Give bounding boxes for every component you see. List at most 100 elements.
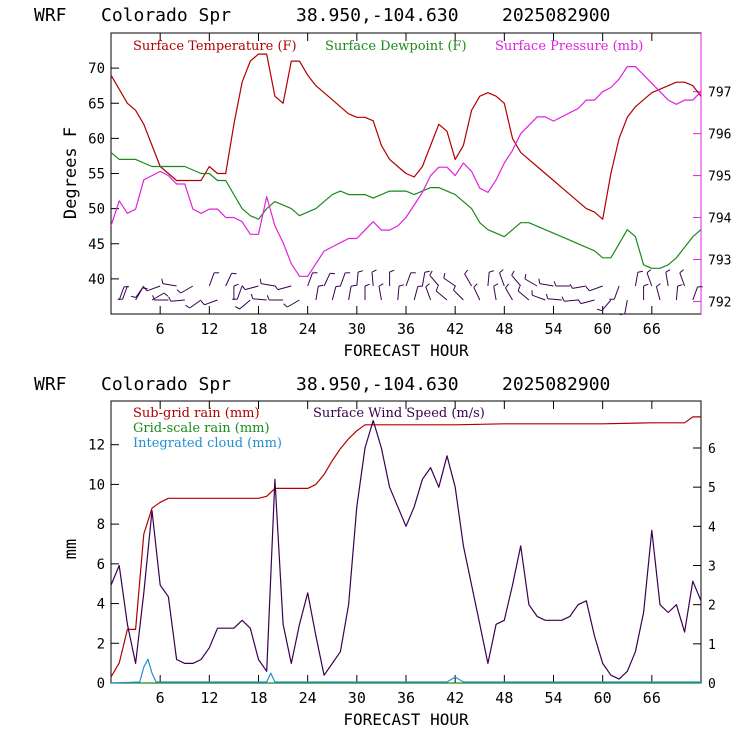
wind-barb (239, 299, 251, 310)
wind-barb (244, 285, 259, 291)
wind-barb-flag (505, 283, 510, 289)
y-tick-label: 2 (97, 636, 105, 652)
wind-barb-flag (335, 285, 341, 287)
y2-axis-ticks: 792 793 794 795 796 797 (693, 86, 732, 310)
x-tick-label: 42 (446, 689, 464, 707)
x-tick-label: 6 (156, 320, 165, 338)
y-tick-label: 6 (97, 557, 105, 573)
title-init-time: 2025082900 (502, 374, 610, 395)
wind-barb (339, 272, 346, 287)
x-tick-label: 66 (643, 689, 661, 707)
wind-barb (589, 285, 603, 292)
x-tick-label: 60 (594, 689, 612, 707)
legend-subgrid-rain: Sub-grid rain (mm) (133, 406, 260, 421)
y-tick-label: 12 (88, 438, 105, 454)
y-tick-label: 65 (88, 96, 105, 112)
wind-barb-flag (619, 313, 625, 316)
wind-barb-flag (577, 299, 582, 304)
wind-barb (564, 299, 579, 302)
wind-barb-flag (561, 296, 565, 302)
wind-barb (405, 272, 412, 287)
title-station: Colorado Spr (101, 374, 231, 395)
wind-barb (473, 287, 481, 301)
wind-barb (397, 286, 400, 301)
y2-tick-label: 2 (708, 599, 716, 614)
y-tick-label: 50 (88, 202, 105, 218)
wind-barb-flag (569, 283, 573, 289)
wind-barb-flag (553, 281, 557, 287)
x-tick-label: 6 (156, 689, 165, 707)
x-tick-label: 18 (249, 320, 267, 338)
x-tick-label: 54 (544, 320, 562, 338)
x-tick-label: 18 (249, 689, 267, 707)
wind-barb-flag (545, 293, 549, 299)
wind-barb (413, 286, 419, 301)
wind-barb-flag (250, 293, 254, 299)
wind-barb (655, 286, 661, 301)
wind-barb-flag (364, 283, 370, 287)
x-tick-label: 30 (348, 320, 366, 338)
wind-barb (348, 286, 352, 301)
wind-barb-flag (351, 284, 357, 287)
x-axis-ticks: 6 12 18 24 30 36 42 48 54 60 66 (156, 33, 661, 338)
wind-barb (252, 298, 267, 301)
wind-barb (429, 274, 440, 287)
wind-barb-flag (538, 278, 541, 284)
title-model: WRF (34, 374, 67, 395)
wind-barb (665, 272, 669, 287)
wind-barb (499, 272, 505, 287)
series-group (110, 416, 702, 684)
wind-barb-flag (464, 269, 469, 275)
x-tick-label: 42 (446, 320, 464, 338)
wind-barb-flag (168, 296, 172, 302)
y2-tick-label: 4 (708, 520, 716, 535)
wind-barb (277, 285, 292, 291)
wind-barb-flag (493, 283, 499, 287)
wind-barb-flag (357, 270, 364, 273)
y2-tick-label: 0 (708, 677, 716, 692)
wind-barb-flag (453, 285, 456, 291)
wind-barb (421, 272, 426, 287)
legend-temperature: Surface Temperature (F) (133, 39, 297, 54)
wind-barb-flag (389, 269, 395, 273)
title-station: Colorado Spr (101, 5, 231, 26)
wind-barb-flag (517, 286, 521, 292)
title-coords: 38.950,-104.630 (296, 374, 459, 395)
wind-barb (331, 286, 337, 301)
y2-tick-label: 796 (708, 128, 731, 143)
series-line-sub-grid-rain-mm (110, 416, 701, 678)
x-axis-label: FORECAST HOUR (343, 710, 469, 729)
wind-barb-flag (233, 283, 239, 287)
wind-barb (425, 286, 432, 301)
wind-barb (170, 299, 185, 302)
x-tick-label: 54 (544, 689, 562, 707)
wind-barb (118, 286, 125, 301)
legend-dewpoint: Surface Dewpoint (F) (325, 39, 467, 54)
series-group (110, 53, 702, 277)
x-tick-label: 30 (348, 689, 366, 707)
y2-axis-ticks: 0 1 2 3 4 5 6 (693, 442, 716, 692)
x-tick-label: 36 (397, 320, 415, 338)
wind-barb-flag (499, 269, 504, 274)
wind-barb (122, 285, 128, 300)
wind-barb-flag (378, 283, 384, 287)
wind-barb (287, 299, 300, 308)
series-line-surface-pressure-mb (110, 65, 702, 277)
y-axis-ticks: 0 2 4 6 8 10 12 (88, 438, 119, 692)
wind-barb (646, 272, 653, 287)
y2-tick-label: 795 (708, 170, 731, 185)
series-line-surface-dewpoint-f (110, 151, 702, 269)
wind-barb-flag (435, 286, 439, 292)
wind-barb-flag (176, 289, 182, 294)
wind-barb (435, 290, 448, 301)
wind-barb-flag (677, 284, 683, 287)
wind-barb (323, 273, 331, 287)
wind-barb-flag (489, 270, 495, 273)
wind-barb-flag (646, 269, 652, 274)
y-tick-label: 45 (88, 237, 105, 253)
wind-barb-flag (283, 303, 288, 308)
panel-bottom: WRF Colorado Spr 38.950,-104.630 2025082… (34, 374, 716, 729)
wind-barb-flag (371, 269, 377, 273)
panel-top: WRF Colorado Spr 38.950,-104.630 2025082… (34, 5, 732, 360)
